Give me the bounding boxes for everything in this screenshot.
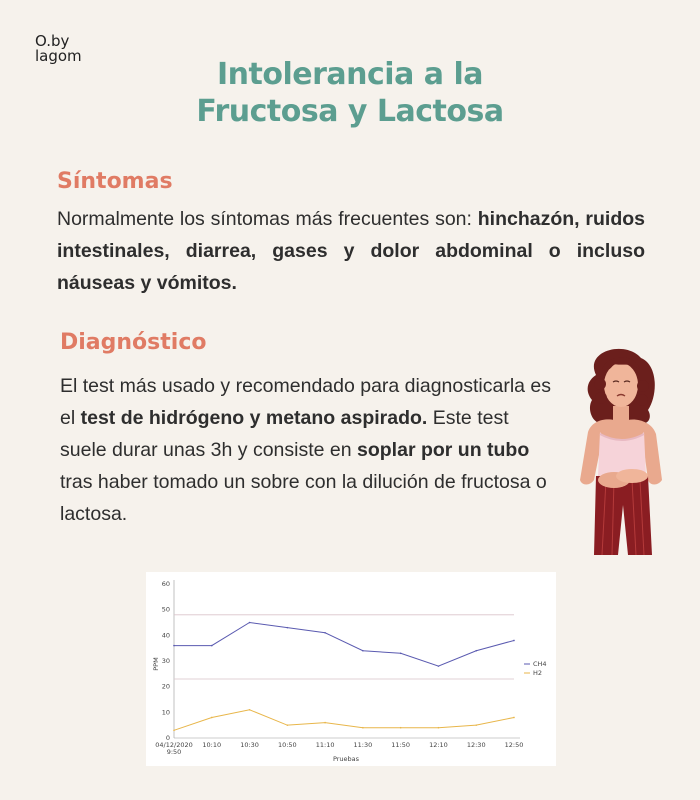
breath-test-chart: 0 10 20 30 40 50 60 04/12/2020 9:50 10:10 10:30 10:… xyxy=(146,572,556,766)
data-point-h2 xyxy=(286,724,289,726)
data-point-ch4 xyxy=(513,639,515,642)
data-point-h2 xyxy=(173,729,175,732)
x-tick-label: 10:30 xyxy=(240,741,259,749)
y-tick-label: 60 xyxy=(162,580,170,588)
data-point-h2 xyxy=(437,726,440,729)
brand-logo: O.by lagom xyxy=(35,34,82,64)
logo-line-1: O.by xyxy=(35,32,70,50)
data-point-ch4 xyxy=(475,649,478,652)
logo-line-2: lagom xyxy=(35,47,82,65)
x-tick-label: 11:10 xyxy=(316,741,335,749)
data-point-h2 xyxy=(362,726,364,729)
data-point-h2 xyxy=(324,721,326,724)
page-title: Intolerancia a la Fructosa y Lactosa xyxy=(0,56,700,130)
data-point-h2 xyxy=(248,708,251,711)
sintomas-intro: Normalmente los síntomas más frecuentes … xyxy=(57,208,478,230)
sintomas-paragraph: Normalmente los síntomas más frecuentes … xyxy=(57,203,645,299)
sintomas-heading: Síntomas xyxy=(57,169,173,194)
x-tick-label: 04/12/2020 xyxy=(155,741,192,749)
legend-label-ch4: CH4 xyxy=(533,660,547,668)
x-tick-label: 12:50 xyxy=(505,741,524,749)
y-tick-label: 10 xyxy=(162,708,170,716)
data-point-h2 xyxy=(513,716,515,719)
x-tick-label: 11:30 xyxy=(354,741,373,749)
y-axis-label: PPM xyxy=(152,657,160,670)
y-tick-label: 20 xyxy=(162,683,170,691)
diag-text-3: tras haber tomado un sobre con la diluci… xyxy=(60,471,547,525)
x-tick-label-line2: 9:50 xyxy=(167,748,182,756)
data-point-ch4 xyxy=(362,649,364,652)
diagnostico-heading: Diagnóstico xyxy=(60,330,207,355)
x-tick-label: 10:50 xyxy=(278,741,297,749)
data-point-h2 xyxy=(399,726,402,729)
diag-bold-1: test de hidrógeno y metano aspirado. xyxy=(80,407,428,429)
sintomas-bold: hinchazón, ruidos intestinales, diarrea,… xyxy=(57,208,645,294)
x-tick-label: 12:30 xyxy=(467,741,486,749)
y-tick-label: 50 xyxy=(162,606,170,614)
x-tick-label: 11:50 xyxy=(391,741,410,749)
data-point-ch4 xyxy=(437,665,440,667)
data-point-ch4 xyxy=(399,652,402,655)
x-axis-label: Pruebas xyxy=(333,755,360,763)
y-tick-label: 0 xyxy=(166,734,170,742)
title-line-1: Intolerancia a la xyxy=(217,57,483,92)
x-tick-label: 12:10 xyxy=(429,741,448,749)
series-line-ch4 xyxy=(174,621,515,667)
diag-text-1: El test más usado y recomendado para dia… xyxy=(60,375,552,429)
title-line-2: Fructosa y Lactosa xyxy=(196,94,504,129)
woman-stomach-ache-illustration xyxy=(580,348,662,555)
data-point-ch4 xyxy=(210,644,213,647)
x-tick-label: 10:10 xyxy=(202,741,221,749)
data-point-ch4 xyxy=(173,644,175,647)
data-point-ch4 xyxy=(286,626,289,629)
diagnostico-paragraph: El test más usado y recomendado para dia… xyxy=(60,370,560,530)
data-point-ch4 xyxy=(324,631,326,634)
y-tick-label: 30 xyxy=(162,657,170,665)
diag-bold-2: soplar por un tubo xyxy=(357,439,530,461)
legend-label-h2: H2 xyxy=(533,669,542,677)
data-point-h2 xyxy=(475,724,478,726)
data-point-ch4 xyxy=(248,621,251,624)
data-point-h2 xyxy=(210,716,213,719)
series-line-h2 xyxy=(173,709,515,731)
y-tick-label: 40 xyxy=(162,631,170,639)
diag-text-2: Este test suele durar unas 3h y consiste… xyxy=(60,407,509,461)
